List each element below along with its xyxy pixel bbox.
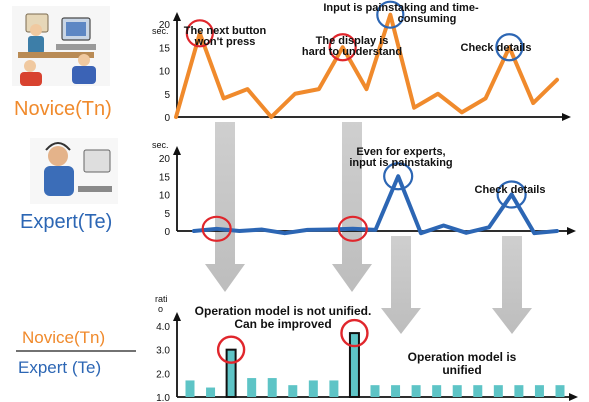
annotation-label: hard to understand: [302, 46, 402, 58]
highlight-circle: [495, 33, 524, 62]
ratio-bar-chart: ratio 1.0 2.0 3.0 4.0 Operation model is not …: [155, 294, 578, 402]
annotation-label: Operation model is: [408, 350, 517, 364]
highlight-circle: [201, 215, 232, 242]
y-tick-label: 10: [159, 67, 171, 78]
bar: [206, 387, 216, 397]
highlight-circle: [376, 0, 405, 29]
annotation-label: Check details: [475, 184, 546, 196]
expert-time-chart: sec. 0 5 10 15 20 Even for experts,input is pa…: [152, 140, 576, 242]
bar: [370, 385, 380, 397]
bar: [534, 385, 544, 397]
novice-label: Novice(Tn): [14, 98, 112, 120]
down-arrow-3: [381, 236, 421, 334]
highlight-circle: [185, 19, 214, 48]
y-tick-label: 15: [159, 172, 171, 183]
annotation-label: Operation model is not unified.: [195, 304, 372, 318]
down-arrows: [205, 122, 532, 334]
y-tick-label: 4.0: [156, 322, 170, 333]
bar-highlighted: [225, 348, 237, 398]
down-arrow-4: [492, 236, 532, 334]
y-axis-label: sec.: [152, 26, 169, 36]
highlight-circle: [383, 162, 414, 191]
highlight-circle: [496, 180, 527, 209]
annotation-label: consuming: [398, 13, 457, 25]
ratio-label-bottom: Expert (Te): [18, 358, 101, 377]
annotation-label: Even for experts,: [356, 146, 445, 158]
annotation-label: The display is: [316, 35, 389, 47]
y-axis-label-cont: o: [158, 304, 163, 314]
y-tick-label: 20: [159, 20, 171, 31]
annotation-label: unified: [442, 363, 481, 377]
y-tick-label: 5: [164, 209, 170, 220]
bar: [432, 385, 442, 397]
y-axis-arrowhead: [173, 312, 181, 321]
y-tick-label: 20: [159, 154, 171, 165]
y-axis-label: rati: [155, 294, 168, 304]
bar: [493, 385, 503, 397]
y-tick-label: 15: [159, 43, 171, 54]
highlight-circle: [216, 335, 246, 364]
y-tick-label: 0: [164, 227, 170, 238]
y-tick-label: 10: [159, 191, 171, 202]
bar: [391, 385, 401, 397]
y-tick-label: 1.0: [156, 393, 170, 402]
expert-user-with-headset-icon: [30, 138, 118, 204]
novice-user-at-computer-icon: [12, 6, 110, 86]
bar: [185, 380, 195, 397]
bar: [514, 385, 524, 397]
expert-label: Expert(Te): [20, 211, 112, 233]
bar: [288, 385, 298, 397]
annotation-label: Can be improved: [234, 317, 331, 331]
bar: [555, 385, 565, 397]
highlight-circle: [340, 318, 369, 348]
bar: [411, 385, 421, 397]
y-axis-arrowhead: [173, 12, 181, 21]
annotation-label: won't press: [194, 36, 256, 48]
bar: [473, 385, 483, 397]
y-tick-label: 2.0: [156, 369, 170, 380]
bar: [329, 380, 339, 397]
down-arrow-2: [332, 122, 372, 292]
highlight-circle: [337, 215, 368, 242]
highlight-circle: [328, 33, 357, 62]
y-tick-label: 3.0: [156, 346, 170, 357]
annotation-label: Check details: [461, 42, 532, 54]
bar-highlighted: [348, 332, 360, 399]
y-tick-label: 0: [164, 113, 170, 124]
x-axis-arrowhead: [567, 227, 576, 235]
y-tick-label: 5: [164, 90, 170, 101]
bar: [267, 378, 277, 397]
bar: [308, 380, 318, 397]
bar: [452, 385, 462, 397]
y-axis-label: sec.: [152, 140, 169, 150]
bar: [247, 378, 257, 397]
annotation-label: The next button: [184, 25, 267, 37]
down-arrow-1: [205, 122, 245, 292]
annotation-label: Input is painstaking and time-: [323, 2, 479, 14]
y-axis-arrowhead: [173, 146, 181, 155]
ratio-label-top: Novice(Tn): [22, 328, 105, 347]
x-axis-arrowhead: [562, 113, 571, 121]
annotation-label: input is painstaking: [349, 157, 452, 169]
x-axis-arrowhead: [569, 393, 578, 401]
